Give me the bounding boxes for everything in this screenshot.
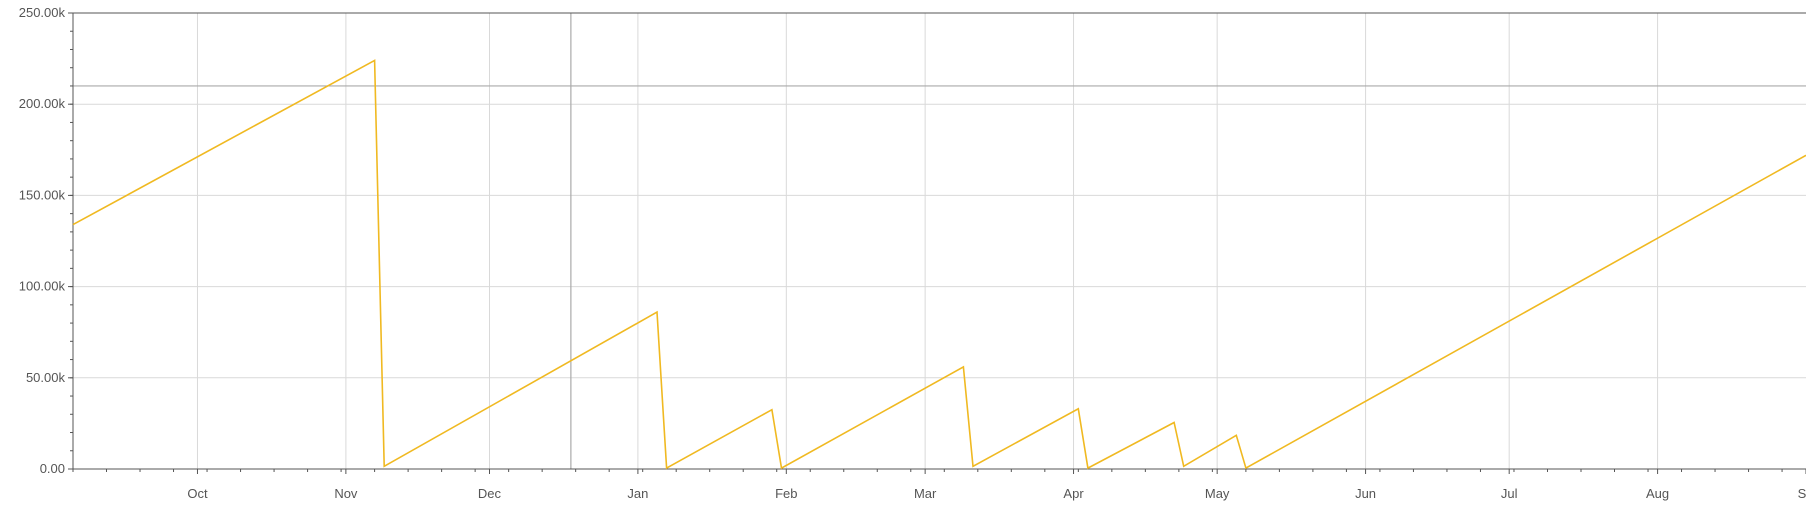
x-tick-label: Mar bbox=[914, 486, 937, 501]
y-tick-label: 200.00k bbox=[19, 96, 66, 111]
x-tick-label: Jul bbox=[1501, 486, 1518, 501]
grid-layer bbox=[73, 12, 1806, 470]
x-tick-label: Aug bbox=[1646, 486, 1669, 501]
x-tick-label: Nov bbox=[334, 486, 358, 501]
y-tick-label: 250.00k bbox=[19, 5, 66, 20]
x-tick-label: Jun bbox=[1355, 486, 1376, 501]
x-tick-label: May bbox=[1205, 486, 1230, 501]
x-tick-label: Apr bbox=[1063, 486, 1084, 501]
y-tick-label: 100.00k bbox=[19, 279, 66, 294]
series-line bbox=[72, 59, 1806, 470]
y-tick-label: 50.00k bbox=[26, 370, 66, 385]
x-tick-label: Feb bbox=[775, 486, 797, 501]
axes bbox=[68, 12, 1806, 474]
x-tick-label: Dec bbox=[478, 486, 502, 501]
reference-lines bbox=[73, 13, 1806, 469]
x-tick-label: S bbox=[1798, 486, 1806, 501]
series-layer bbox=[72, 59, 1806, 470]
tick-labels: 0.00 50.00k 100.00k 150.00k 200.00k 250.00k Oc… bbox=[19, 5, 1806, 501]
y-tick-label: 150.00k bbox=[19, 187, 66, 202]
y-tick-label: 0.00 bbox=[40, 461, 65, 476]
x-tick-label: Jan bbox=[627, 486, 648, 501]
x-tick-label: Oct bbox=[187, 486, 208, 501]
